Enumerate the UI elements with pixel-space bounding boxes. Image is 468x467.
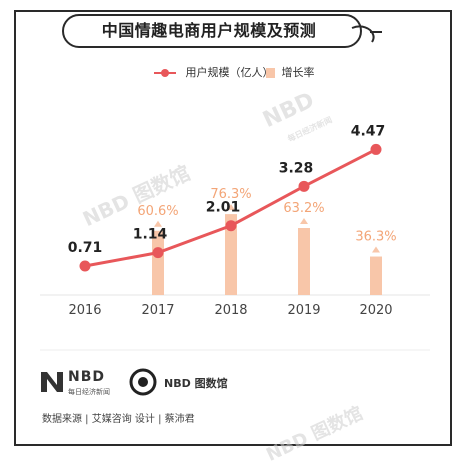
nbd-circle-icon — [129, 368, 157, 396]
nbd-n-icon — [41, 372, 63, 392]
x-tick-2019: 2019 — [287, 303, 320, 318]
line-label-2020: 4.47 — [351, 123, 386, 139]
bar-2019 — [298, 228, 310, 295]
line-label-2018: 2.01 — [206, 200, 241, 216]
line-point-2017 — [152, 247, 164, 259]
legend-line-label: 用户规模（亿人） — [185, 66, 274, 79]
line-point-2016 — [79, 260, 91, 272]
x-tick-2018: 2018 — [214, 303, 247, 318]
bar-marker-2017 — [154, 220, 162, 227]
bar-2018 — [225, 214, 237, 295]
legend-bar-swatch-icon — [266, 68, 275, 78]
bar-label-2020: 36.3% — [355, 230, 396, 245]
legend-item-line: 用户规模（亿人） — [154, 64, 274, 80]
line-label-2019: 3.28 — [279, 160, 314, 176]
line-point-2018 — [225, 220, 237, 232]
bar-label-2019: 63.2% — [283, 201, 324, 216]
x-tick-2017: 2017 — [141, 303, 174, 318]
line-point-2019 — [298, 180, 310, 192]
bar-marker-2020 — [372, 246, 380, 253]
nbd-logo-text: NBD — [68, 369, 106, 385]
legend-bar-label: 增长率 — [281, 66, 315, 79]
chart-plot: 60.6% 76.3% 63.2% 36.3% 0.71 1.14 2.01 3.28 4.47… — [40, 123, 430, 351]
title-pill: 中国情趣电商用户规模及预测 — [62, 14, 362, 48]
bar-label-2017: 60.6% — [137, 204, 178, 219]
title-hook-icon — [351, 25, 382, 43]
line-label-2017: 1.14 — [133, 227, 168, 243]
bar-2020 — [370, 256, 382, 295]
data-source: 数据来源 | 艾媒咨询 设计 | 蔡沛君 — [42, 414, 195, 425]
nbd-logo-sub: 每日经济新闻 — [68, 388, 110, 396]
line-label-2016: 0.71 — [68, 240, 103, 256]
bar-label-2018: 76.3% — [210, 187, 251, 202]
x-tick-2016: 2016 — [68, 303, 101, 318]
bar-marker-2018 — [227, 204, 235, 211]
line-point-2020 — [370, 143, 382, 155]
legend-line-marker-icon — [154, 69, 176, 77]
legend-item-bar: 增长率 — [264, 64, 315, 80]
chart-title: 中国情趣电商用户规模及预测 — [101, 21, 317, 40]
bar-2017 — [152, 230, 164, 295]
bar-marker-2019 — [300, 218, 308, 225]
x-tick-2020: 2020 — [359, 303, 392, 318]
nbd-data-logo-text: NBD 图数馆 — [164, 377, 228, 390]
